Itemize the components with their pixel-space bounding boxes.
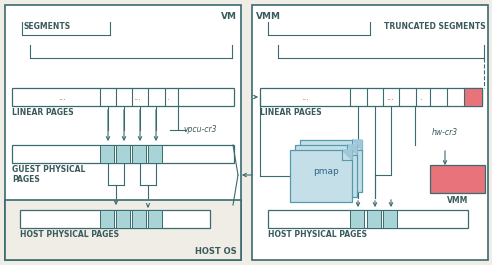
- Text: HOST PHYSICAL PAGES: HOST PHYSICAL PAGES: [20, 230, 119, 239]
- Bar: [100, 210, 114, 228]
- Bar: [290, 150, 352, 202]
- Bar: [5, 5, 241, 260]
- Bar: [260, 88, 482, 106]
- Text: HOST OS: HOST OS: [195, 247, 237, 256]
- Text: pmap: pmap: [313, 166, 339, 175]
- Text: GUEST PHYSICAL
PAGES: GUEST PHYSICAL PAGES: [12, 165, 86, 184]
- Bar: [252, 5, 488, 260]
- Text: HOST PHYSICAL PAGES: HOST PHYSICAL PAGES: [268, 230, 367, 239]
- Bar: [116, 210, 130, 228]
- Polygon shape: [342, 150, 352, 160]
- Bar: [132, 210, 146, 228]
- Bar: [12, 145, 234, 163]
- Text: VM: VM: [221, 12, 237, 21]
- Bar: [5, 200, 241, 260]
- Text: LINEAR PAGES: LINEAR PAGES: [12, 108, 74, 117]
- Bar: [300, 140, 362, 192]
- Bar: [295, 145, 357, 197]
- Bar: [20, 210, 210, 228]
- Text: VMM: VMM: [447, 196, 468, 205]
- Text: .: .: [419, 94, 421, 103]
- Text: vpcu-cr3: vpcu-cr3: [183, 125, 216, 134]
- Bar: [430, 165, 485, 193]
- Bar: [132, 145, 146, 163]
- Bar: [464, 88, 482, 106]
- Bar: [268, 210, 468, 228]
- Text: ...: ...: [58, 94, 66, 103]
- Bar: [383, 210, 397, 228]
- Bar: [367, 210, 381, 228]
- Polygon shape: [347, 145, 357, 155]
- Text: ...: ...: [386, 94, 394, 103]
- Text: LINEAR PAGES: LINEAR PAGES: [260, 108, 322, 117]
- Text: ...: ...: [301, 94, 309, 103]
- Bar: [350, 210, 364, 228]
- Text: ...: ...: [133, 94, 141, 103]
- Bar: [148, 210, 162, 228]
- Text: SEGMENTS: SEGMENTS: [24, 22, 71, 31]
- Bar: [12, 88, 234, 106]
- Bar: [148, 145, 162, 163]
- Text: .: .: [166, 94, 168, 103]
- Text: VMM: VMM: [256, 12, 281, 21]
- Bar: [116, 145, 130, 163]
- Text: hw-cr3: hw-cr3: [432, 128, 458, 137]
- Polygon shape: [352, 140, 362, 150]
- Bar: [100, 145, 114, 163]
- Text: TRUNCATED SEGMENTS: TRUNCATED SEGMENTS: [384, 22, 486, 31]
